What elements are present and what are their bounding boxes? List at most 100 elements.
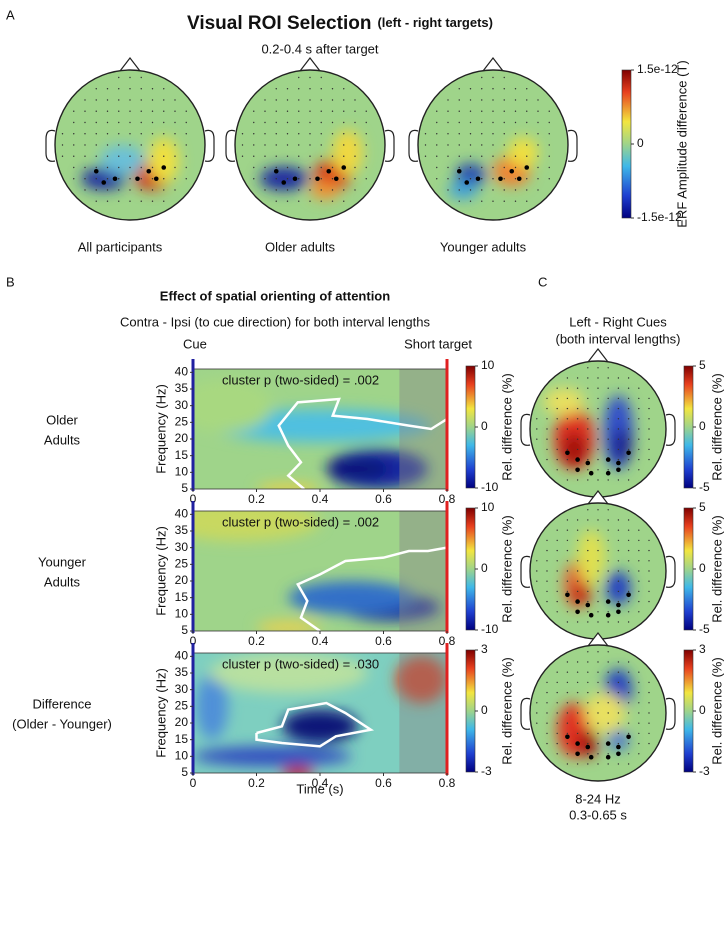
sensor	[174, 189, 176, 191]
sensor	[469, 144, 472, 146]
colorbar-tick-label: 0	[481, 703, 488, 717]
sensor	[73, 133, 75, 135]
sensor	[320, 88, 322, 90]
roi-sensor	[112, 176, 118, 182]
sensor	[253, 121, 255, 124]
sensor	[129, 166, 131, 169]
sensor	[331, 200, 334, 202]
sensor	[503, 166, 505, 169]
sensor	[587, 600, 589, 603]
sensor	[566, 590, 569, 593]
sensor	[537, 133, 539, 135]
sensor	[118, 121, 120, 124]
target-label: Short target	[404, 336, 472, 351]
y-tick-label: 35	[175, 523, 189, 537]
sensor	[648, 570, 650, 572]
sensor	[84, 121, 86, 124]
sensor	[343, 121, 345, 124]
sensor	[566, 428, 569, 430]
sensor	[617, 407, 620, 410]
sensor	[638, 397, 640, 400]
sensor	[106, 200, 109, 202]
sensor	[458, 110, 460, 112]
sensor	[526, 121, 528, 124]
sensor	[481, 110, 483, 112]
sensor	[566, 549, 569, 552]
head-outline	[417, 69, 569, 221]
sensor	[514, 121, 517, 124]
sensor	[638, 529, 640, 531]
sensor	[576, 671, 579, 673]
sensor	[492, 166, 494, 169]
sensor	[566, 611, 569, 613]
y-tick-label: 30	[175, 540, 189, 554]
sensor	[648, 600, 650, 603]
sensor	[617, 691, 620, 694]
roi-sensor	[575, 599, 580, 604]
sensor	[648, 539, 650, 542]
sensor	[546, 560, 548, 562]
sensor	[447, 110, 449, 112]
roi-sensor	[575, 609, 580, 615]
sensor	[576, 621, 579, 623]
sensor	[566, 732, 569, 735]
sensor	[546, 712, 548, 714]
sensor	[320, 133, 322, 135]
sensor	[627, 763, 630, 765]
sensor	[185, 121, 187, 124]
sensor	[503, 99, 505, 101]
colorbar-tick-label: -10	[481, 480, 499, 494]
sensor	[151, 133, 154, 135]
sensor	[607, 519, 609, 521]
ear	[665, 697, 676, 730]
sensor	[597, 387, 599, 389]
roi-sensor	[333, 176, 339, 182]
sensor	[365, 166, 367, 169]
sensor	[607, 722, 609, 724]
sensor	[607, 763, 609, 765]
sensor	[576, 448, 579, 451]
sensor	[566, 529, 569, 531]
sensor	[481, 155, 483, 157]
colorbar-tick-label: 0	[699, 561, 706, 575]
sensor	[185, 110, 187, 112]
sensor	[286, 121, 289, 124]
sensor	[537, 155, 539, 157]
sensor	[566, 448, 569, 451]
sensor	[617, 702, 620, 704]
sensor	[587, 397, 589, 400]
sensor	[597, 702, 599, 704]
sensor	[343, 110, 345, 112]
row-label: Older	[46, 412, 78, 427]
sensor	[163, 144, 165, 146]
sensor	[638, 539, 640, 542]
heatmap-blobs	[193, 653, 447, 773]
sensor	[597, 661, 599, 663]
sensor	[648, 590, 650, 593]
sensor	[354, 99, 356, 101]
sensor	[597, 600, 599, 603]
sensor	[587, 702, 589, 704]
sensor	[597, 529, 599, 531]
heatmap-blob	[193, 379, 273, 433]
x-tick-label: 0.4	[312, 634, 329, 648]
sensor	[607, 407, 609, 410]
sensor	[264, 110, 266, 112]
sensor	[597, 681, 599, 684]
sensor	[587, 469, 589, 471]
sensor	[309, 133, 311, 135]
panel-subtitle: (both interval lengths)	[555, 331, 680, 346]
sensor	[253, 110, 255, 112]
sensor	[627, 387, 630, 389]
colorbar-tick-label: 5	[699, 500, 706, 514]
sensor	[587, 549, 589, 552]
sensor	[163, 178, 165, 180]
sensor	[597, 397, 599, 400]
sensor	[140, 99, 142, 101]
sensor	[597, 407, 599, 410]
panel-title: Left - Right Cues	[569, 314, 667, 329]
sensor	[576, 732, 579, 735]
sensor	[576, 681, 579, 684]
x-tick-label: 0.6	[375, 492, 392, 506]
sensor	[481, 144, 483, 146]
